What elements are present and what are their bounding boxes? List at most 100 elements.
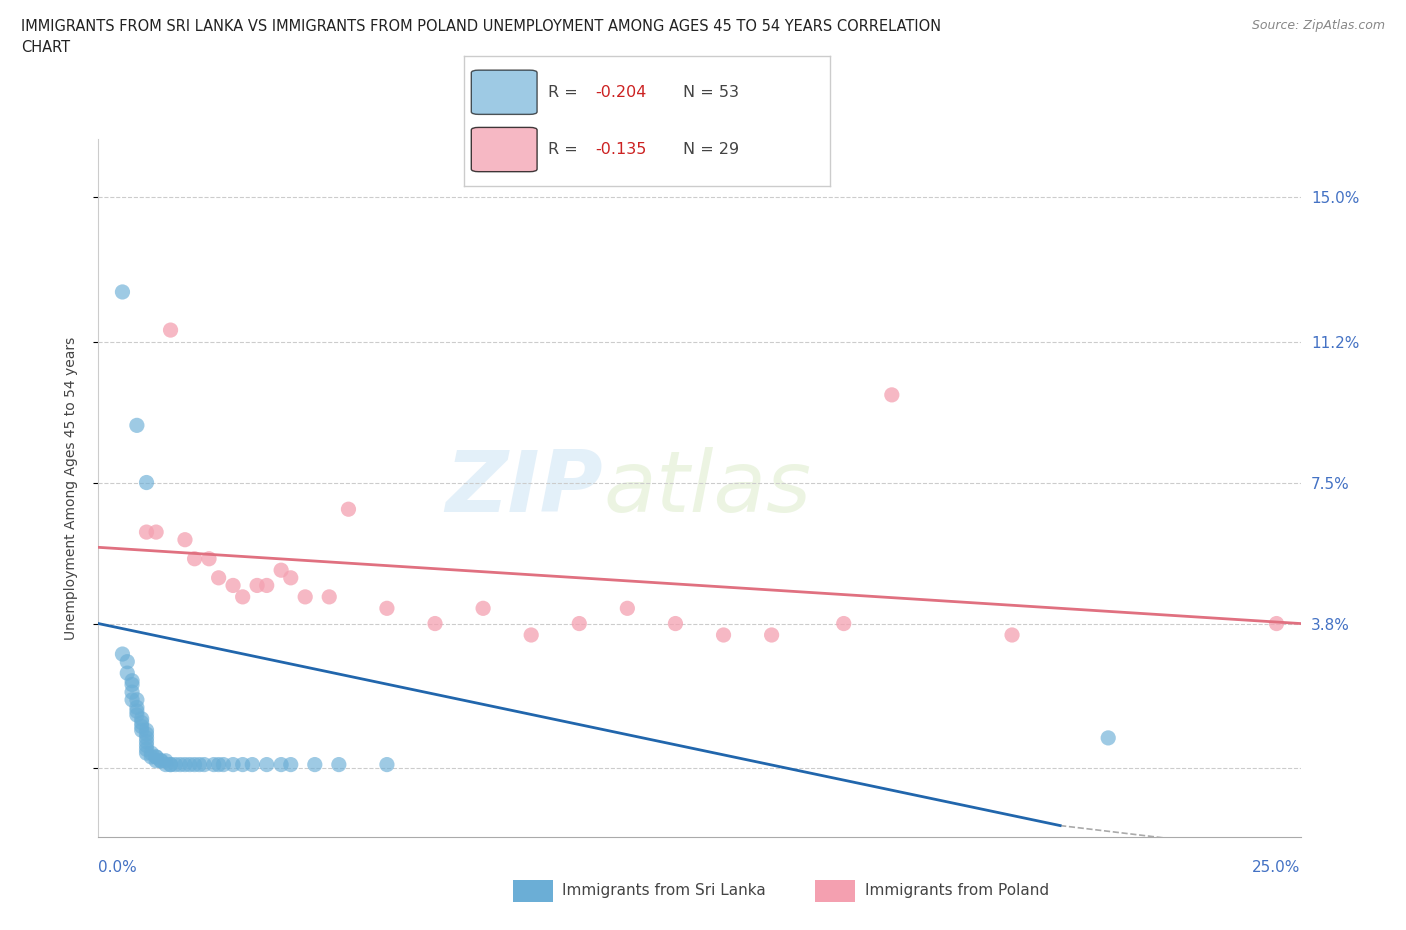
Point — [183, 551, 205, 566]
Point — [256, 578, 278, 593]
Point — [149, 753, 172, 768]
Point — [135, 475, 157, 490]
Text: R =: R = — [548, 142, 583, 157]
FancyBboxPatch shape — [471, 70, 537, 114]
Point — [174, 532, 197, 547]
Text: -0.135: -0.135 — [596, 142, 647, 157]
Point — [125, 704, 148, 719]
Point — [328, 757, 350, 772]
Point — [270, 757, 292, 772]
Point — [149, 753, 172, 768]
Point — [159, 757, 181, 772]
Point — [145, 525, 167, 539]
Point — [713, 628, 735, 643]
Point — [280, 757, 302, 772]
Point — [423, 616, 446, 631]
Point — [125, 418, 148, 432]
Point — [159, 757, 181, 772]
FancyBboxPatch shape — [471, 127, 537, 172]
Point — [121, 673, 143, 688]
Point — [664, 616, 686, 631]
Point — [131, 723, 153, 737]
Point — [117, 654, 139, 669]
Point — [135, 525, 157, 539]
Point — [121, 684, 143, 699]
Point — [832, 616, 855, 631]
Point — [294, 590, 316, 604]
Point — [131, 711, 153, 726]
Text: IMMIGRANTS FROM SRI LANKA VS IMMIGRANTS FROM POLAND UNEMPLOYMENT AMONG AGES 45 T: IMMIGRANTS FROM SRI LANKA VS IMMIGRANTS … — [21, 19, 941, 33]
Point — [135, 730, 157, 745]
Point — [198, 551, 221, 566]
Point — [131, 719, 153, 734]
Text: R =: R = — [548, 85, 583, 100]
Point — [174, 757, 197, 772]
Point — [318, 590, 340, 604]
Point — [141, 750, 163, 764]
Point — [568, 616, 591, 631]
Point — [1097, 730, 1119, 745]
Point — [165, 757, 187, 772]
Point — [232, 757, 254, 772]
Point — [135, 746, 157, 761]
Text: atlas: atlas — [603, 446, 811, 530]
Text: Source: ZipAtlas.com: Source: ZipAtlas.com — [1251, 19, 1385, 32]
Point — [256, 757, 278, 772]
Point — [111, 646, 134, 661]
Point — [135, 723, 157, 737]
Point — [125, 692, 148, 707]
Text: 25.0%: 25.0% — [1253, 860, 1301, 875]
Point — [131, 715, 153, 730]
Point — [375, 757, 398, 772]
Point — [135, 742, 157, 757]
Point — [117, 666, 139, 681]
Text: N = 29: N = 29 — [683, 142, 740, 157]
Point — [304, 757, 326, 772]
Point — [145, 753, 167, 768]
Text: CHART: CHART — [21, 40, 70, 55]
Point — [125, 700, 148, 715]
Point — [145, 750, 167, 764]
Point — [135, 738, 157, 753]
Text: -0.204: -0.204 — [596, 85, 647, 100]
Point — [145, 750, 167, 764]
Point — [246, 578, 269, 593]
Point — [208, 757, 231, 772]
Text: 0.0%: 0.0% — [98, 860, 138, 875]
Point — [616, 601, 638, 616]
Point — [121, 677, 143, 692]
Point — [212, 757, 235, 772]
Point — [472, 601, 495, 616]
Point — [121, 692, 143, 707]
Text: Immigrants from Poland: Immigrants from Poland — [865, 884, 1049, 898]
Point — [159, 323, 181, 338]
Point — [880, 388, 903, 403]
Point — [337, 502, 360, 517]
Point — [125, 708, 148, 723]
Point — [135, 726, 157, 741]
Point — [193, 757, 215, 772]
Point — [761, 628, 783, 643]
Point — [155, 753, 177, 768]
Point — [208, 570, 231, 585]
Point — [270, 563, 292, 578]
Point — [232, 590, 254, 604]
Point — [155, 757, 177, 772]
Point — [179, 757, 201, 772]
Point — [202, 757, 225, 772]
Text: Immigrants from Sri Lanka: Immigrants from Sri Lanka — [562, 884, 766, 898]
Point — [1265, 616, 1288, 631]
Point — [222, 757, 245, 772]
Point — [141, 746, 163, 761]
Y-axis label: Unemployment Among Ages 45 to 54 years: Unemployment Among Ages 45 to 54 years — [63, 337, 77, 640]
Point — [375, 601, 398, 616]
Point — [169, 757, 191, 772]
Point — [135, 735, 157, 750]
Point — [280, 570, 302, 585]
Text: ZIP: ZIP — [446, 446, 603, 530]
Point — [111, 285, 134, 299]
Point — [520, 628, 543, 643]
Point — [183, 757, 205, 772]
Point — [222, 578, 245, 593]
Point — [240, 757, 263, 772]
